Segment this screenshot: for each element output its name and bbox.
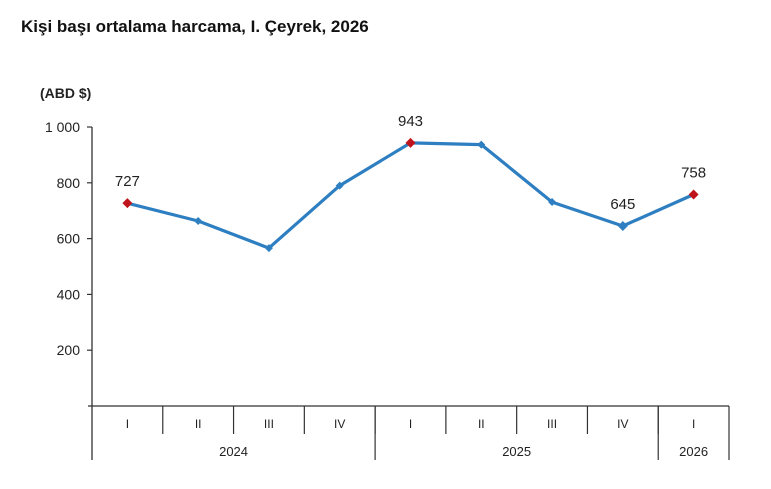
- data-value-label: 943: [398, 113, 423, 130]
- data-point-marker: [688, 189, 699, 200]
- quarter-label: II: [478, 417, 485, 431]
- y-tick-label: 400: [57, 286, 81, 302]
- data-point-marker: [264, 244, 273, 253]
- series-line: [122, 137, 699, 253]
- quarter-label: II: [195, 417, 202, 431]
- y-tick-label: 200: [57, 342, 81, 358]
- quarter-label: III: [264, 417, 274, 431]
- year-label: 2024: [219, 444, 248, 459]
- quarter-label: I: [692, 417, 695, 431]
- data-point-marker: [477, 140, 486, 149]
- data-point-marker: [194, 217, 203, 226]
- data-value-label: 645: [610, 196, 635, 213]
- data-point-marker: [122, 198, 133, 209]
- y-axis-unit-label: (ABD $): [40, 85, 92, 101]
- data-point-marker: [405, 137, 416, 148]
- data-value-label: 727: [115, 173, 140, 190]
- data-point-marker: [548, 198, 557, 207]
- quarter-label: I: [126, 417, 129, 431]
- data-point-marker: [617, 221, 628, 232]
- data-value-label: 758: [681, 165, 706, 182]
- y-tick-label: 1 000: [45, 119, 80, 135]
- quarter-label: IV: [617, 417, 628, 431]
- y-tick-label: 800: [57, 175, 81, 191]
- data-point-marker: [335, 181, 344, 190]
- year-label: 2026: [679, 444, 708, 459]
- data-labels: 727 943 645 758: [115, 113, 706, 213]
- quarter-label: IV: [334, 417, 345, 431]
- year-label: 2025: [502, 444, 531, 459]
- quarter-label: I: [409, 417, 412, 431]
- chart-title: Kişi başı ortalama harcama, I. Çeyrek, 2…: [21, 17, 369, 36]
- series-polyline: [127, 141, 695, 250]
- quarter-label: III: [547, 417, 557, 431]
- y-tick-label: 600: [57, 231, 81, 247]
